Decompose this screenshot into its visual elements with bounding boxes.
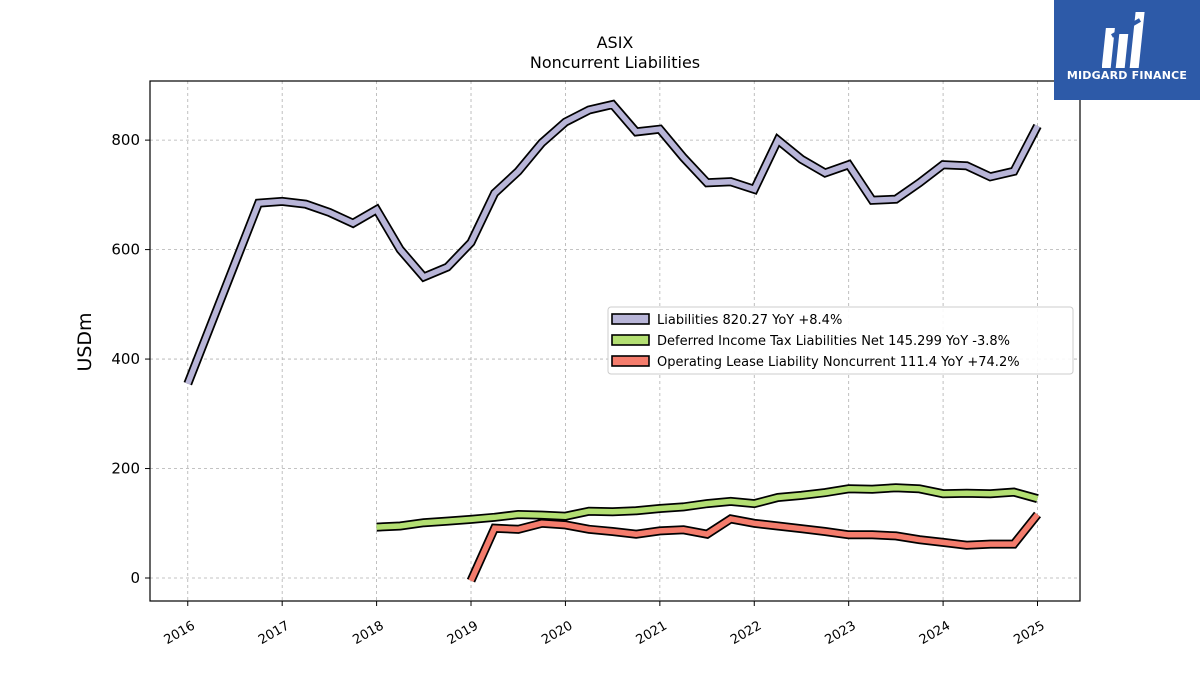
legend-swatch [611, 313, 650, 325]
legend-label: Operating Lease Liability Noncurrent 111… [657, 355, 1020, 370]
y-axis-ticks: 0 200 400 600 800 [111, 131, 150, 587]
plot-frame [149, 80, 1081, 602]
chart-subtitle: Noncurrent Liabilities [530, 53, 700, 72]
midgard-finance-logo: MIDGARD FINANCE [1054, 0, 1200, 100]
legend-label: Deferred Income Tax Liabilities Net 145.… [657, 334, 1010, 349]
x-tick-label: 2021 [634, 618, 670, 648]
x-tick-label: 2022 [728, 618, 764, 648]
legend-box [607, 306, 1074, 375]
series-line [468, 512, 1040, 582]
x-tick-label: 2024 [917, 618, 953, 648]
logo-text: MIDGARD FINANCE [1066, 69, 1188, 82]
chart-title: ASIX [597, 33, 634, 52]
series-line [376, 484, 1039, 530]
x-tick-label: 2019 [445, 618, 481, 648]
x-tick-label: 2023 [823, 618, 859, 648]
series-line [185, 101, 1040, 385]
legend-swatch [611, 355, 650, 367]
legend: Liabilities 820.27 YoY +8.4% Deferred Inc… [607, 306, 1074, 375]
legend-swatch [611, 334, 650, 346]
x-tick-label: 2018 [350, 618, 386, 648]
series-0 [183, 99, 1042, 386]
series-2 [466, 511, 1042, 583]
x-tick-label: 2025 [1011, 618, 1047, 648]
midgard-monogram-icon [1102, 12, 1145, 68]
y-tick-label: 600 [111, 241, 140, 259]
y-axis-label: USDm [74, 312, 96, 371]
y-tick-label: 200 [111, 460, 140, 478]
x-tick-label: 2016 [162, 618, 198, 648]
legend-label: Liabilities 820.27 YoY +8.4% [657, 313, 842, 328]
x-axis-ticks: 2016 2017 2018 2019 2020 2021 2022 2023 2024 2025 [162, 601, 1048, 648]
y-tick-label: 0 [130, 569, 140, 587]
x-tick-label: 2017 [256, 618, 292, 648]
series-lines [183, 99, 1042, 583]
y-tick-label: 400 [111, 350, 140, 368]
y-tick-label: 800 [111, 131, 140, 149]
x-tick-label: 2020 [539, 618, 575, 648]
series-1 [376, 483, 1039, 532]
